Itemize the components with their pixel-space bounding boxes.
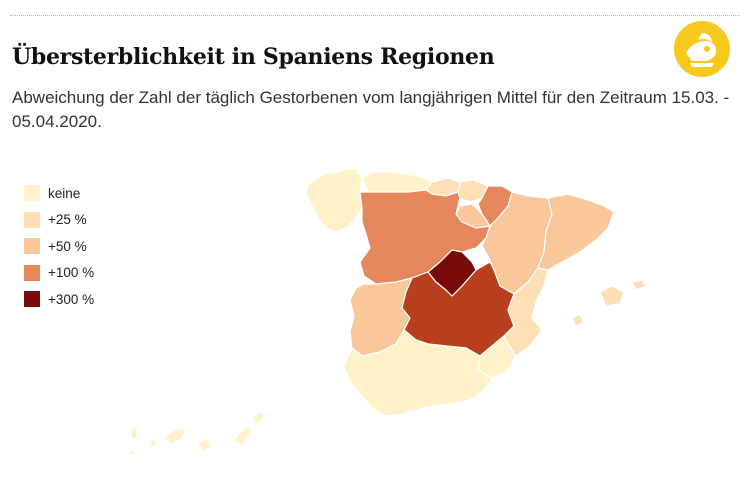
legend: keine +25 % +50 % +100 % +300 % (24, 180, 94, 313)
region-ibiza[interactable] (571, 313, 585, 327)
chart-subtitle: Abweichung der Zahl der täglich Gestorbe… (12, 88, 730, 131)
legend-label: keine (48, 185, 81, 201)
region-andalucia[interactable] (343, 329, 493, 417)
top-divider (10, 15, 740, 16)
region-castilla-y-leon[interactable] (359, 189, 491, 285)
region-cataluna[interactable] (537, 193, 615, 271)
region-canarias-tenerife[interactable] (163, 427, 187, 445)
region-madrid[interactable] (427, 249, 477, 297)
region-canarias-la-gomera[interactable] (149, 437, 157, 447)
legend-item-keine: keine (24, 180, 94, 207)
region-canarias-el-hierro[interactable] (127, 449, 137, 457)
region-canarias-la-palma[interactable] (129, 425, 139, 441)
legend-swatch (24, 291, 40, 308)
region-canarias-gran-canaria[interactable] (197, 437, 213, 453)
legend-swatch (24, 211, 40, 228)
legend-label: +300 % (48, 291, 95, 307)
region-mallorca[interactable] (599, 285, 625, 307)
region-asturias[interactable] (361, 171, 433, 193)
legend-swatch (24, 185, 40, 202)
legend-swatch (24, 264, 40, 281)
region-menorca[interactable] (631, 279, 647, 291)
region-canarias-fuerteventura[interactable] (233, 425, 253, 447)
legend-item-25: +25 % (24, 207, 94, 234)
legend-label: +100 % (48, 265, 95, 281)
legend-label: +50 % (48, 238, 87, 254)
legend-item-300: +300 % (24, 286, 94, 313)
legend-item-50: +50 % (24, 233, 94, 260)
legend-swatch (24, 238, 40, 255)
legend-label: +25 % (48, 212, 87, 228)
legend-item-100: +100 % (24, 260, 94, 287)
region-galicia[interactable] (305, 167, 363, 233)
chart-title: Übersterblichkeit in Spaniens Regionen (12, 44, 495, 70)
publisher-logo (674, 21, 730, 77)
region-canarias-lanzarote[interactable] (251, 409, 265, 425)
